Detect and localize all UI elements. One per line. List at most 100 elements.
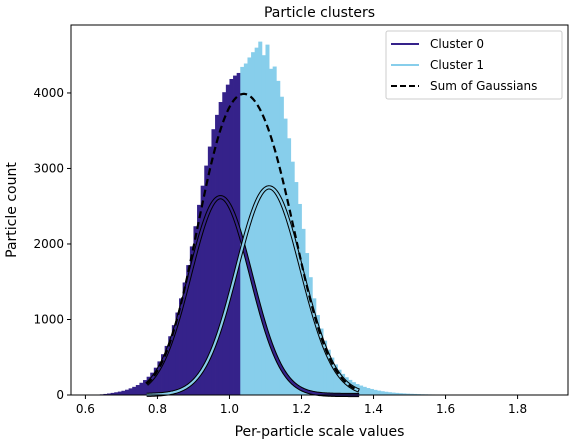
x-axis-title: Per-particle scale values — [235, 424, 405, 440]
bar-cluster-1-42 — [391, 392, 396, 395]
bar-cluster-0-4 — [107, 393, 112, 395]
bar-cluster-1-7 — [265, 44, 270, 395]
y-tick-label: 0 — [56, 388, 64, 402]
bar-cluster-1-15 — [294, 182, 299, 395]
bar-cluster-0-28 — [193, 226, 198, 395]
bar-cluster-1-26 — [333, 364, 338, 395]
x-tick-label: 1.8 — [508, 402, 527, 416]
bar-cluster-0-18 — [157, 361, 162, 395]
bar-cluster-0-15 — [146, 376, 151, 395]
bar-cluster-1-18 — [305, 253, 310, 395]
bar-cluster-1-28 — [341, 373, 346, 395]
bar-cluster-0-27 — [189, 246, 194, 395]
bar-cluster-0-24 — [179, 298, 184, 395]
x-tick-label: 1.6 — [436, 402, 455, 416]
y-tick-label: 2000 — [33, 237, 64, 251]
bar-cluster-1-5 — [258, 41, 263, 396]
y-axis-title: Particle count — [4, 162, 20, 258]
bar-cluster-0-8 — [121, 390, 126, 395]
chart-title: Particle clusters — [264, 5, 375, 21]
bar-cluster-1-17 — [301, 228, 306, 395]
y-tick-label: 4000 — [33, 86, 64, 100]
bar-cluster-0-22 — [171, 325, 176, 395]
bar-cluster-1-9 — [272, 66, 277, 395]
bar-cluster-0-32 — [207, 146, 212, 395]
bar-cluster-1-21 — [315, 314, 320, 395]
bar-cluster-0-20 — [164, 345, 169, 395]
bar-cluster-0-13 — [139, 382, 144, 395]
bar-cluster-0-34 — [215, 114, 220, 396]
curve-sum-of-gaussians — [145, 92, 360, 392]
bar-cluster-0-16 — [150, 372, 155, 395]
y-tick-label: 1000 — [33, 312, 64, 326]
legend-label-sum: Sum of Gaussians — [430, 79, 537, 93]
bar-cluster-0-29 — [197, 204, 202, 395]
bar-cluster-1-33 — [359, 385, 364, 395]
x-tick-label: 1.0 — [220, 402, 239, 416]
bar-cluster-0-23 — [175, 312, 180, 395]
bar-cluster-1-4 — [254, 47, 259, 396]
bar-cluster-1-35 — [366, 388, 371, 395]
bar-cluster-0-19 — [161, 354, 166, 395]
curve-cluster-1 — [146, 186, 360, 396]
bar-cluster-0-10 — [128, 388, 133, 395]
bar-cluster-0-11 — [132, 386, 137, 395]
bar-cluster-1-38 — [377, 390, 382, 395]
legend-label-cluster-0: Cluster 0 — [430, 37, 484, 51]
bar-cluster-1-43 — [395, 392, 400, 395]
plot-frame — [70, 24, 569, 396]
legend: Cluster 0 Cluster 1 Sum of Gaussians — [385, 30, 563, 100]
bar-cluster-0-37 — [225, 84, 230, 396]
fit-curves — [145, 92, 361, 398]
x-tick-label: 0.6 — [76, 402, 95, 416]
bar-cluster-1-0 — [240, 66, 245, 395]
bar-cluster-1-44 — [398, 393, 403, 395]
bar-cluster-0-12 — [135, 385, 140, 395]
bar-cluster-1-36 — [369, 388, 374, 395]
bar-cluster-0-38 — [229, 78, 234, 396]
bar-cluster-1-25 — [330, 357, 335, 395]
legend-box — [385, 30, 563, 100]
bar-cluster-1-13 — [287, 138, 292, 395]
bar-cluster-0-25 — [182, 282, 187, 395]
bar-cluster-1-3 — [251, 52, 256, 396]
bar-cluster-0-5 — [110, 392, 115, 395]
bar-cluster-1-37 — [373, 389, 378, 395]
bar-cluster-1-20 — [312, 298, 317, 395]
bar-cluster-0-33 — [211, 129, 216, 395]
bar-cluster-1-22 — [319, 328, 324, 395]
bar-cluster-0-7 — [117, 391, 122, 395]
bar-cluster-1-48 — [413, 393, 418, 395]
bar-cluster-0-21 — [168, 336, 173, 395]
bar-cluster-1-12 — [283, 118, 288, 395]
bar-cluster-1-27 — [337, 369, 342, 395]
bar-cluster-1-11 — [279, 96, 284, 395]
bar-cluster-1-23 — [323, 340, 328, 395]
bar-cluster-1-41 — [387, 392, 392, 395]
bar-cluster-1-8 — [269, 68, 274, 396]
bar-cluster-1-14 — [290, 161, 295, 395]
bar-cluster-1-29 — [344, 377, 349, 395]
y-tick-label: 3000 — [33, 161, 64, 175]
bar-cluster-0-14 — [143, 380, 148, 395]
bar-cluster-1-34 — [362, 386, 367, 395]
bar-cluster-1-19 — [308, 277, 313, 395]
x-tick-label: 1.2 — [292, 402, 311, 416]
bar-cluster-0-31 — [204, 165, 209, 395]
bar-cluster-1-45 — [402, 393, 407, 395]
bar-cluster-1-39 — [380, 391, 385, 395]
bar-cluster-1-47 — [409, 393, 414, 395]
bar-cluster-0-6 — [114, 392, 119, 395]
bar-cluster-1-10 — [276, 80, 281, 395]
bar-cluster-0-9 — [125, 389, 130, 395]
bar-cluster-0-26 — [186, 265, 191, 395]
bar-cluster-0-39 — [233, 75, 238, 395]
bar-cluster-0-35 — [218, 102, 223, 396]
bar-cluster-0-3 — [103, 393, 108, 395]
bar-cluster-0-17 — [153, 367, 158, 395]
bar-cluster-0-30 — [200, 185, 205, 395]
bar-cluster-1-46 — [405, 393, 410, 395]
legend-label-cluster-1: Cluster 1 — [430, 58, 484, 72]
bar-cluster-1-24 — [326, 349, 331, 395]
